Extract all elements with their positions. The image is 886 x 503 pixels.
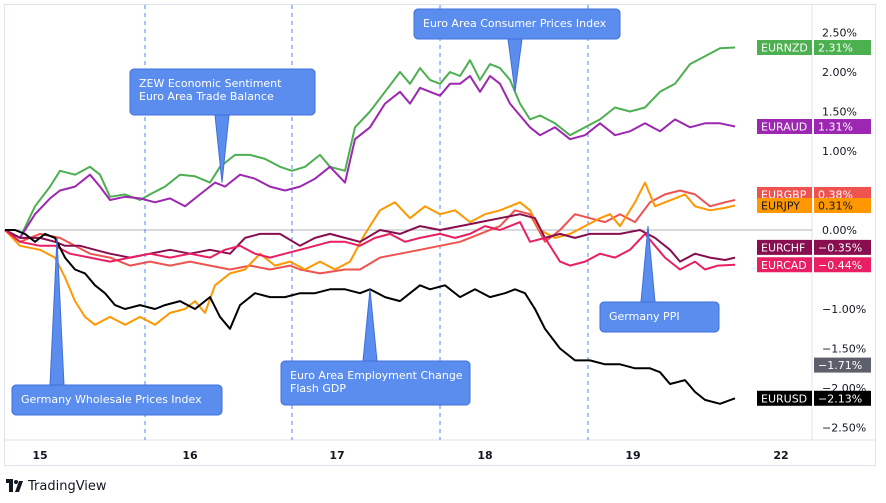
annotation-text: Germany Wholesale Prices Index	[21, 393, 202, 406]
series-value-label: −0.35%	[818, 241, 862, 254]
annotation-callout: Germany PPI	[599, 226, 720, 333]
y-tick-label: −1.50%	[822, 343, 866, 356]
series-name-label: EURUSD	[761, 392, 807, 405]
x-tick-label: 18	[477, 449, 492, 462]
x-tick-label: 19	[625, 449, 640, 462]
annotation-box	[11, 384, 223, 416]
series-value-label: 1.31%	[818, 121, 853, 134]
annotation-pointer	[507, 38, 523, 92]
x-tick-label: 16	[182, 449, 198, 462]
series-line-eurjpy	[4, 181, 736, 326]
series-value-badge	[814, 40, 871, 56]
series-value-label: 2.31%	[818, 42, 853, 55]
annotation-text: Euro Area Consumer Prices Index	[423, 17, 607, 30]
x-tick-label: 22	[773, 449, 788, 462]
series-name-label: EURCAD	[761, 259, 807, 272]
series-line-eurusd	[5, 229, 736, 405]
line-chart: 2.50% 2.00% 1.50% 1.00% 0.00% −1.00% −1.50% −2.…	[4, 5, 876, 462]
series-value-badge	[814, 239, 871, 255]
series-name-label: EURNZD	[761, 42, 808, 55]
series-value-label: −0.44%	[818, 259, 862, 272]
tradingview-wordmark: TradingView	[28, 478, 107, 494]
series-name-label: EURCHF	[761, 241, 805, 254]
annotation-box	[599, 301, 720, 333]
series-line-eurgbp	[4, 189, 736, 275]
annotation-callout: Euro Area Consumer Prices Index	[413, 8, 621, 92]
series-name-badge	[757, 40, 812, 56]
y-tick-label: −2.50%	[822, 422, 866, 435]
x-tick-label: 17	[329, 449, 344, 462]
annotation-text: Euro Area Employment Change	[290, 369, 463, 382]
series-line-eurcad	[4, 221, 736, 271]
annotation-box	[413, 8, 621, 40]
extra-value-badge	[814, 357, 871, 373]
series-line-eurnzd	[4, 46, 736, 239]
series-name-label: EURAUD	[761, 121, 807, 134]
series-name-badge	[757, 390, 812, 406]
annotation-box	[129, 68, 316, 116]
series-name-badge	[757, 257, 812, 273]
series-line-eurchf	[4, 213, 736, 263]
series-value-label: −2.13%	[818, 392, 862, 405]
x-tick-label: 15	[32, 449, 47, 462]
annotation-text: Flash GDP	[290, 382, 346, 395]
series-name-badge	[757, 198, 812, 214]
y-tick-label: −1.00%	[822, 303, 866, 316]
annotation-text: Euro Area Trade Balance	[139, 90, 274, 103]
y-tick-label: 2.50%	[822, 27, 857, 40]
series-value-badge	[814, 390, 871, 406]
annotation-pointer	[362, 289, 378, 362]
series-value-label: 0.31%	[818, 200, 853, 213]
annotation-pointer	[49, 237, 65, 386]
annotation-box	[280, 360, 471, 406]
series-name-badge	[757, 119, 812, 135]
series-value-badge	[814, 198, 871, 214]
series-value-badge	[814, 119, 871, 135]
y-tick-label: 0.00%	[822, 224, 857, 237]
series-name-badge	[757, 239, 812, 255]
chart-frame	[4, 4, 876, 466]
tradingview-icon	[6, 479, 23, 492]
series-value-badge	[814, 257, 871, 273]
y-tick-label: 1.00%	[822, 145, 857, 158]
series-name-label: EURJPY	[761, 200, 800, 213]
series-line-euraud	[4, 75, 736, 239]
extra-value-label: −1.71%	[818, 359, 862, 372]
annotation-text: Germany PPI	[609, 310, 680, 323]
y-tick-label: 2.00%	[822, 66, 857, 79]
annotation-text: ZEW Economic Sentiment	[139, 77, 282, 90]
y-tick-label: 1.50%	[822, 106, 857, 119]
tradingview-logo: TradingView	[6, 477, 107, 495]
annotation-callout: Germany Wholesale Prices Index	[11, 237, 223, 416]
